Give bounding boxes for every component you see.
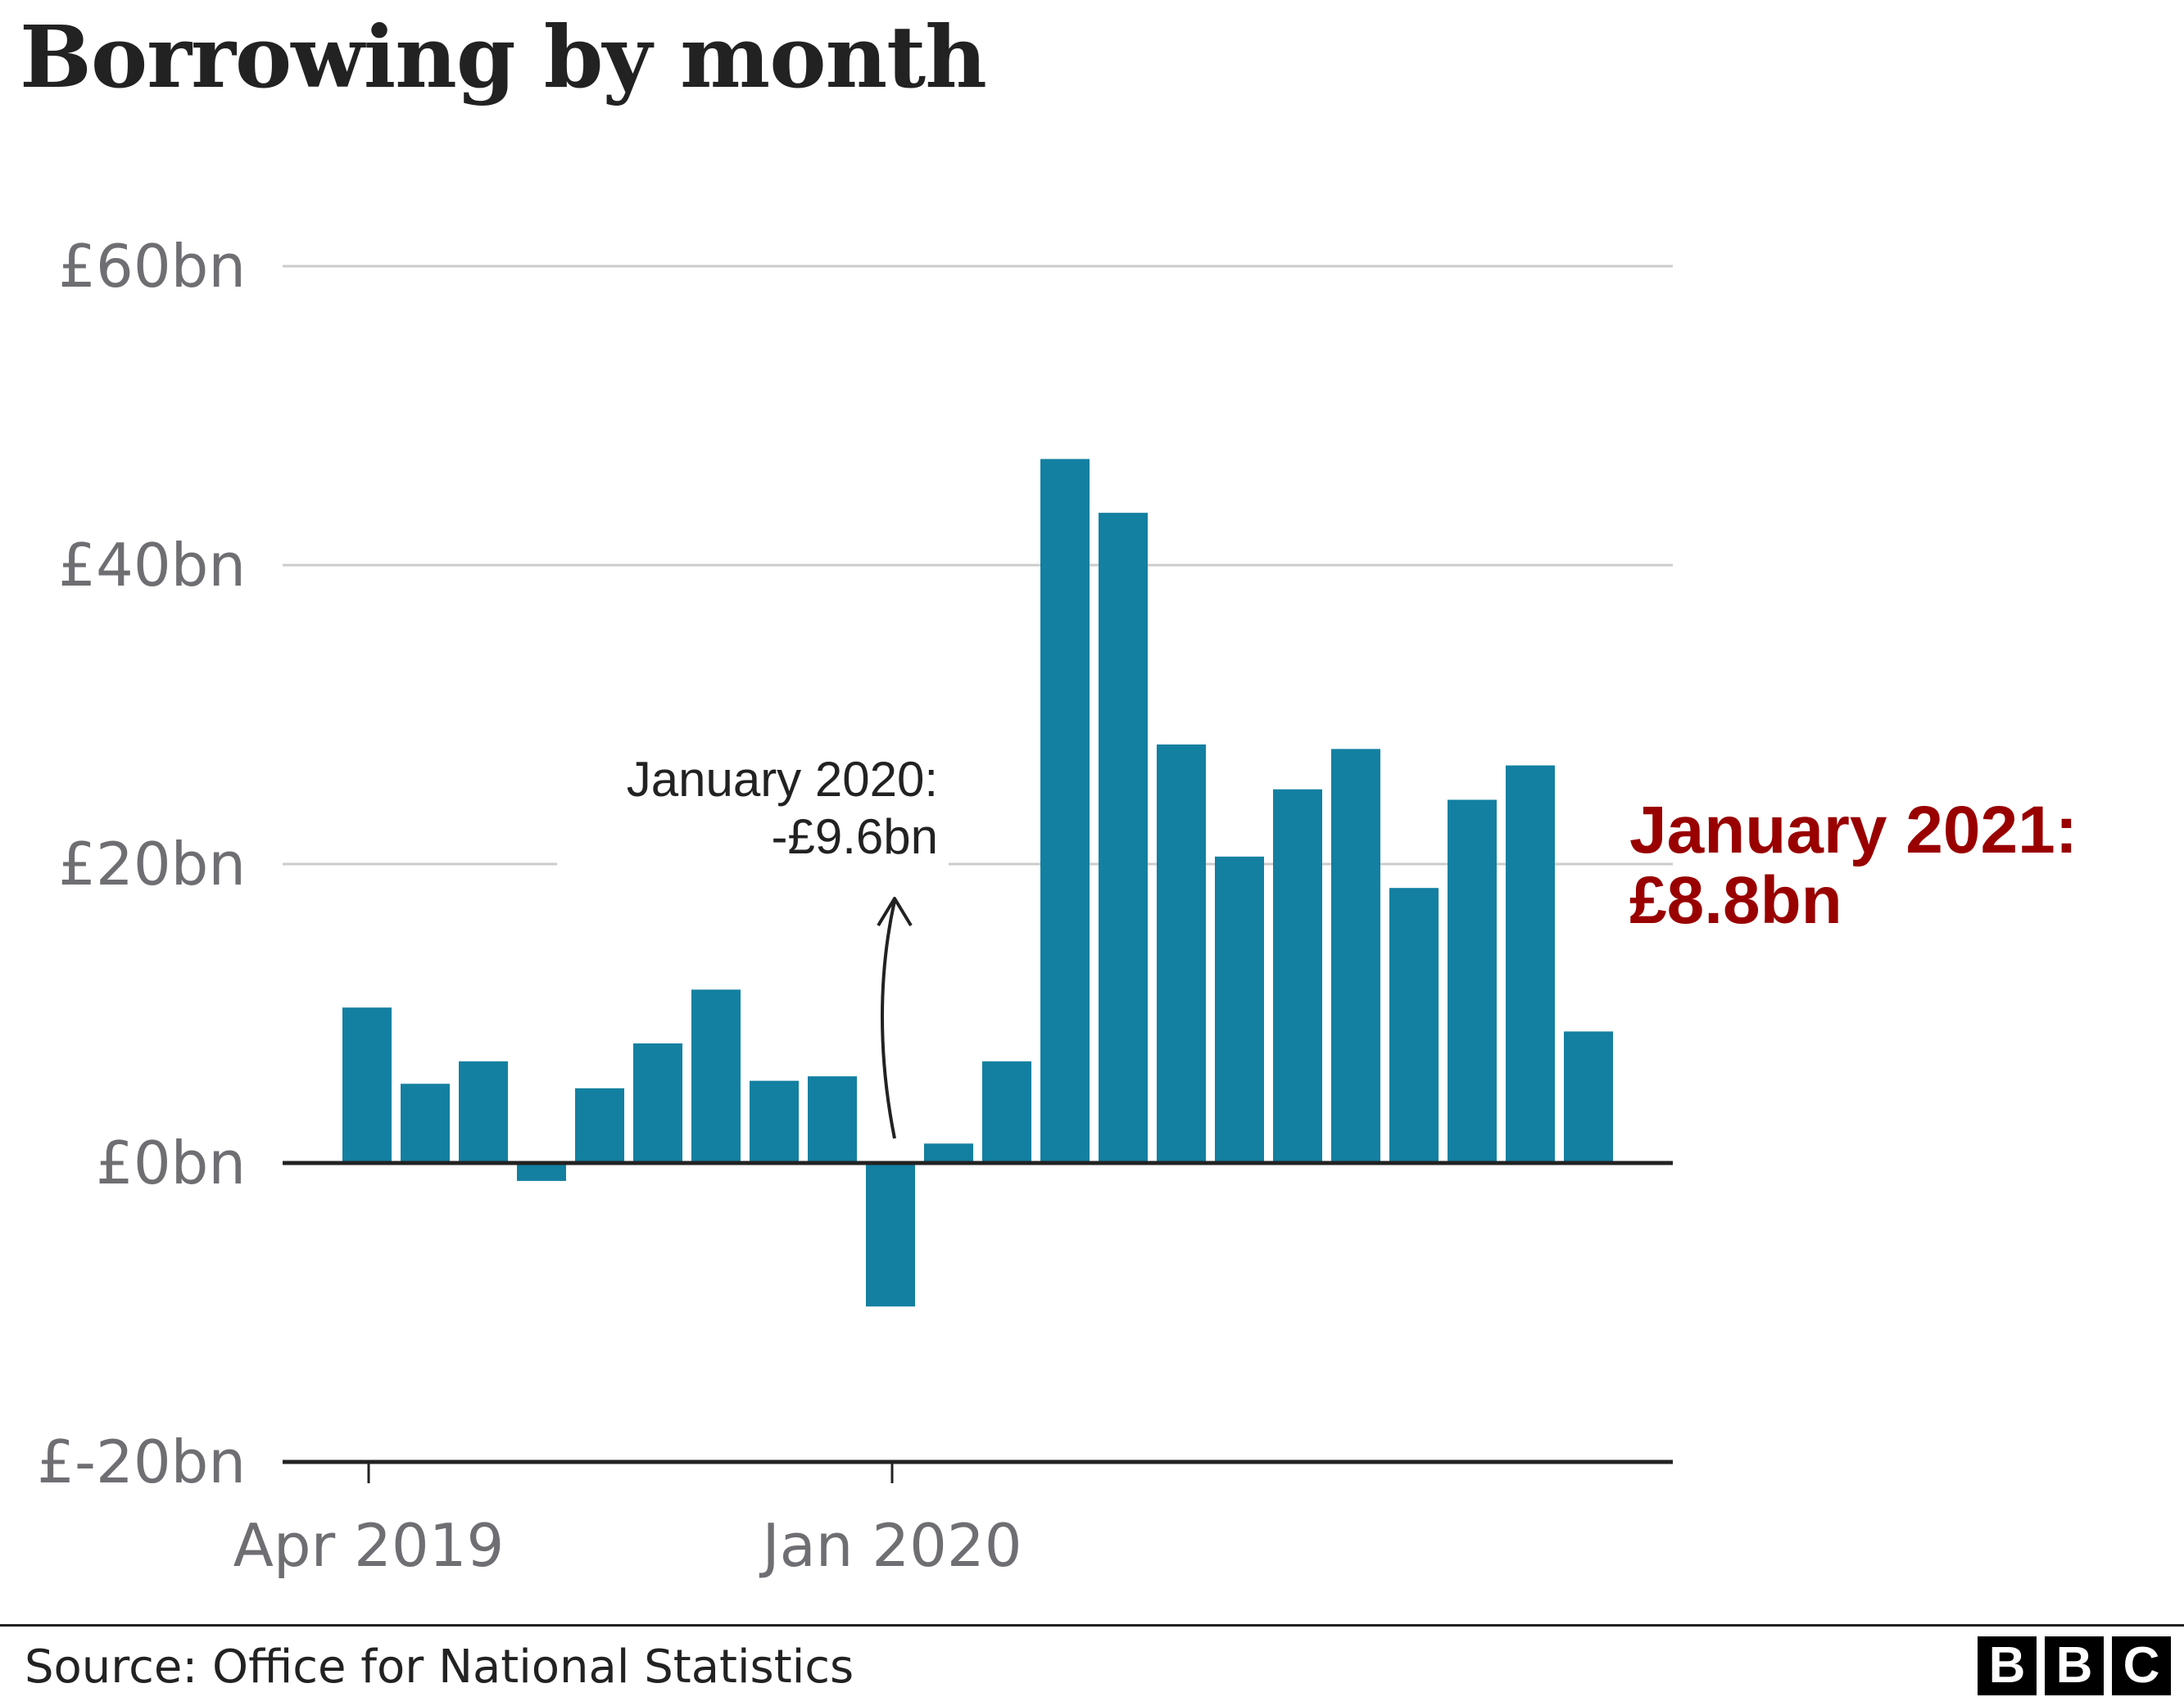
bar (1157, 744, 1206, 1163)
bar (982, 1061, 1031, 1163)
axes (283, 1161, 1673, 1483)
arrow-head-icon (877, 897, 913, 927)
bar (1215, 856, 1264, 1163)
source-note: Source: Office for National Statistics (25, 1640, 854, 1694)
annotation-text: January 2020: (627, 752, 938, 807)
bar (924, 1143, 973, 1163)
footer-divider (0, 1624, 2184, 1627)
annotation-text: -£9.6bn (772, 809, 939, 864)
logo-letter: B (2045, 1636, 2104, 1695)
bar (517, 1163, 566, 1181)
bar (633, 1043, 682, 1163)
y-axis-labels: £60bn £40bn £20bn £0bn £-20bn (37, 232, 246, 1496)
bar (691, 989, 741, 1163)
bar (808, 1076, 857, 1163)
bar (866, 1163, 915, 1307)
bar-chart: £60bn £40bn £20bn £0bn £-20bn Apr 2019 Jan 20… (37, 232, 2078, 1580)
bar (1506, 765, 1555, 1163)
annotations: January 2020:-£9.6bn January 2021:£8.8bn (557, 737, 2078, 1139)
bar (1389, 888, 1439, 1163)
logo-letter: C (2112, 1636, 2171, 1695)
y-tick-label: £-20bn (37, 1428, 246, 1496)
x-tick-label: Apr 2019 (233, 1511, 505, 1580)
bar (575, 1088, 624, 1163)
x-tick-label: Jan 2020 (759, 1511, 1022, 1580)
bar (1273, 789, 1322, 1163)
bar (750, 1080, 799, 1163)
bar (401, 1084, 450, 1163)
y-tick-label: £60bn (58, 232, 246, 301)
bar (459, 1061, 508, 1163)
gridlines (283, 265, 1673, 866)
chart-title: Borrowing by month (20, 7, 987, 107)
annotation-backdrop (557, 737, 949, 880)
annotation-arrow (881, 900, 896, 1139)
bar (1331, 749, 1380, 1163)
bar (342, 1007, 392, 1163)
bars (342, 459, 1613, 1307)
bar (1099, 513, 1148, 1163)
bar (1040, 459, 1090, 1163)
logo-letter: B (1978, 1636, 2037, 1695)
y-tick-label: £20bn (58, 830, 246, 898)
bar (1564, 1031, 1613, 1163)
bar (1448, 799, 1497, 1163)
bbc-logo: B B C (1978, 1636, 2171, 1695)
highlight-annotation-text: £8.8bn (1629, 863, 1842, 938)
x-axis-labels: Apr 2019 Jan 2020 (233, 1511, 1022, 1580)
y-tick-label: £0bn (96, 1129, 246, 1197)
y-tick-label: £40bn (58, 531, 246, 600)
highlight-annotation-text: January 2021: (1629, 793, 2078, 867)
